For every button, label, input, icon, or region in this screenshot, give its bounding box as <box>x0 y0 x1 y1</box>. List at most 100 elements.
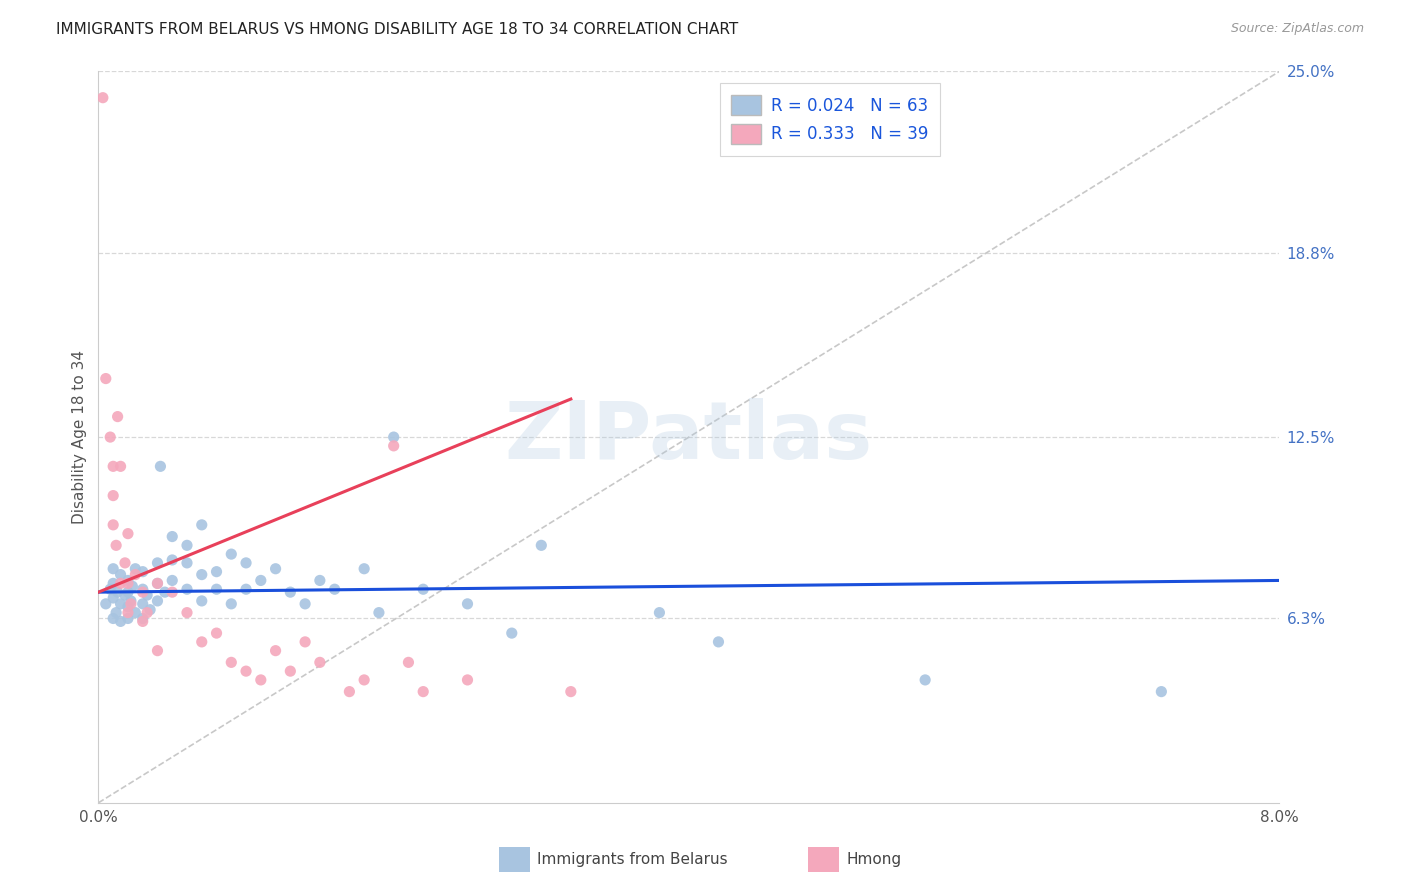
Point <box>94 371 117 385</box>
Point <box>264 643 287 657</box>
Point <box>146 594 169 608</box>
Point <box>205 565 228 579</box>
Point <box>105 606 128 620</box>
Point <box>337 684 360 698</box>
Point <box>323 582 346 597</box>
Point <box>191 517 214 532</box>
Point <box>103 611 125 625</box>
Point <box>219 597 242 611</box>
Point <box>162 574 183 588</box>
Point <box>124 562 146 576</box>
Point <box>367 606 389 620</box>
Point <box>94 597 117 611</box>
Point <box>117 526 139 541</box>
Point <box>136 606 159 620</box>
Point <box>117 574 139 588</box>
Y-axis label: Disability Age 18 to 34: Disability Age 18 to 34 <box>72 350 87 524</box>
Point <box>132 597 155 611</box>
Point <box>146 576 169 591</box>
Text: IMMIGRANTS FROM BELARUS VS HMONG DISABILITY AGE 18 TO 34 CORRELATION CHART: IMMIGRANTS FROM BELARUS VS HMONG DISABIL… <box>56 22 738 37</box>
Point <box>132 582 155 597</box>
Point <box>162 530 183 544</box>
Point <box>110 567 132 582</box>
Point <box>205 582 228 597</box>
Point <box>914 673 936 687</box>
Point <box>191 635 214 649</box>
Point <box>176 538 198 552</box>
Point <box>235 556 257 570</box>
Point <box>1150 684 1173 698</box>
Point <box>117 606 139 620</box>
Point <box>294 597 316 611</box>
Text: Immigrants from Belarus: Immigrants from Belarus <box>537 853 728 867</box>
Point <box>396 656 419 670</box>
Point <box>146 643 169 657</box>
Point <box>103 576 125 591</box>
Point <box>117 585 139 599</box>
Point <box>501 626 523 640</box>
Point <box>136 588 159 602</box>
Point <box>117 599 139 614</box>
Point <box>176 582 198 597</box>
Point <box>103 562 125 576</box>
Point <box>149 459 172 474</box>
Point <box>103 591 125 605</box>
Point <box>382 439 405 453</box>
Point <box>120 597 142 611</box>
Point <box>250 673 273 687</box>
Point <box>264 562 287 576</box>
Point <box>120 594 142 608</box>
Text: Source: ZipAtlas.com: Source: ZipAtlas.com <box>1230 22 1364 36</box>
Point <box>117 611 139 625</box>
Point <box>278 585 302 599</box>
Legend: R = 0.024   N = 63, R = 0.333   N = 39: R = 0.024 N = 63, R = 0.333 N = 39 <box>720 83 941 156</box>
Point <box>114 588 136 602</box>
Point <box>105 538 128 552</box>
Point <box>353 673 375 687</box>
Text: ZIPatlas: ZIPatlas <box>505 398 873 476</box>
Point <box>250 574 273 588</box>
Point <box>153 585 176 599</box>
Point <box>530 538 553 552</box>
Point <box>205 626 228 640</box>
Point <box>139 603 162 617</box>
Point <box>219 547 242 561</box>
Point <box>98 430 121 444</box>
Point <box>176 556 198 570</box>
Point <box>191 594 214 608</box>
Point <box>412 684 434 698</box>
Point <box>382 430 405 444</box>
Point <box>219 656 242 670</box>
Point <box>132 615 155 629</box>
Point <box>456 597 478 611</box>
Point <box>110 576 132 591</box>
Point <box>294 635 316 649</box>
Point <box>103 517 125 532</box>
Point <box>110 597 132 611</box>
Point <box>114 556 136 570</box>
Point <box>146 576 169 591</box>
Point <box>146 556 169 570</box>
Point <box>103 459 125 474</box>
Text: Hmong: Hmong <box>846 853 901 867</box>
Point <box>132 565 155 579</box>
Point <box>117 576 139 591</box>
Point <box>648 606 671 620</box>
Point <box>107 409 129 424</box>
Point <box>110 459 132 474</box>
Point <box>560 684 582 698</box>
Point <box>98 582 121 597</box>
Point <box>124 567 146 582</box>
Point <box>278 664 302 678</box>
Point <box>308 574 332 588</box>
Point <box>456 673 478 687</box>
Point <box>91 91 114 105</box>
Point <box>191 567 214 582</box>
Point <box>176 606 198 620</box>
Point <box>103 489 125 503</box>
Point <box>162 585 183 599</box>
Point <box>132 611 155 625</box>
Point <box>121 579 143 593</box>
Point <box>235 582 257 597</box>
Point <box>132 585 155 599</box>
